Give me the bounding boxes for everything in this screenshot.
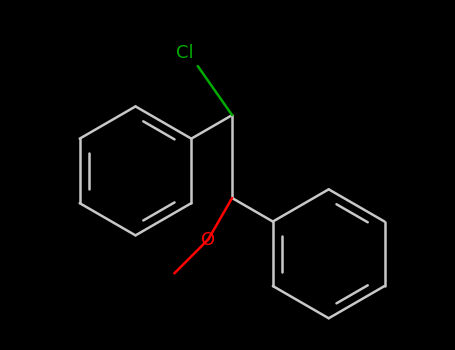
Text: O: O [201, 231, 215, 248]
Text: Cl: Cl [177, 44, 194, 62]
